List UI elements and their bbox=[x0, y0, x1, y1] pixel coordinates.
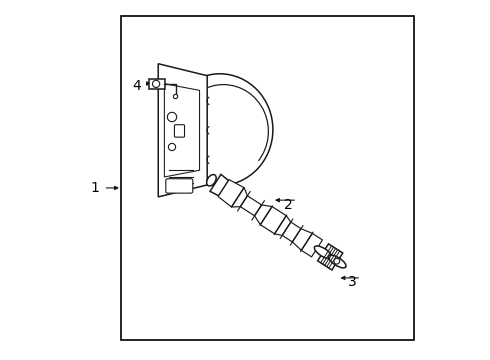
Polygon shape bbox=[274, 216, 291, 235]
Polygon shape bbox=[210, 174, 228, 196]
Polygon shape bbox=[149, 79, 165, 89]
Polygon shape bbox=[293, 229, 312, 250]
Polygon shape bbox=[218, 180, 244, 207]
Polygon shape bbox=[241, 196, 262, 216]
Ellipse shape bbox=[329, 255, 346, 268]
Text: 1: 1 bbox=[90, 181, 99, 195]
Polygon shape bbox=[301, 233, 322, 257]
Circle shape bbox=[334, 258, 340, 264]
FancyBboxPatch shape bbox=[166, 179, 193, 193]
Polygon shape bbox=[260, 207, 286, 234]
Ellipse shape bbox=[315, 246, 332, 259]
Polygon shape bbox=[318, 244, 343, 270]
Bar bbox=[121, 16, 414, 340]
Text: 4: 4 bbox=[133, 79, 142, 93]
FancyBboxPatch shape bbox=[174, 125, 185, 137]
Text: 2: 2 bbox=[284, 198, 293, 212]
Text: 3: 3 bbox=[348, 275, 357, 288]
Polygon shape bbox=[255, 205, 272, 225]
Polygon shape bbox=[282, 222, 301, 242]
Polygon shape bbox=[232, 188, 247, 207]
Polygon shape bbox=[158, 64, 207, 197]
Ellipse shape bbox=[207, 175, 216, 186]
Circle shape bbox=[173, 94, 178, 99]
